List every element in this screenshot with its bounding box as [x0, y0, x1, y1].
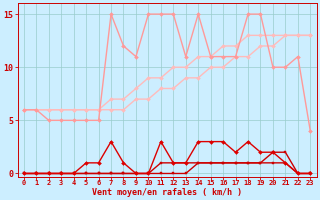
X-axis label: Vent moyen/en rafales ( km/h ): Vent moyen/en rafales ( km/h )	[92, 188, 242, 197]
